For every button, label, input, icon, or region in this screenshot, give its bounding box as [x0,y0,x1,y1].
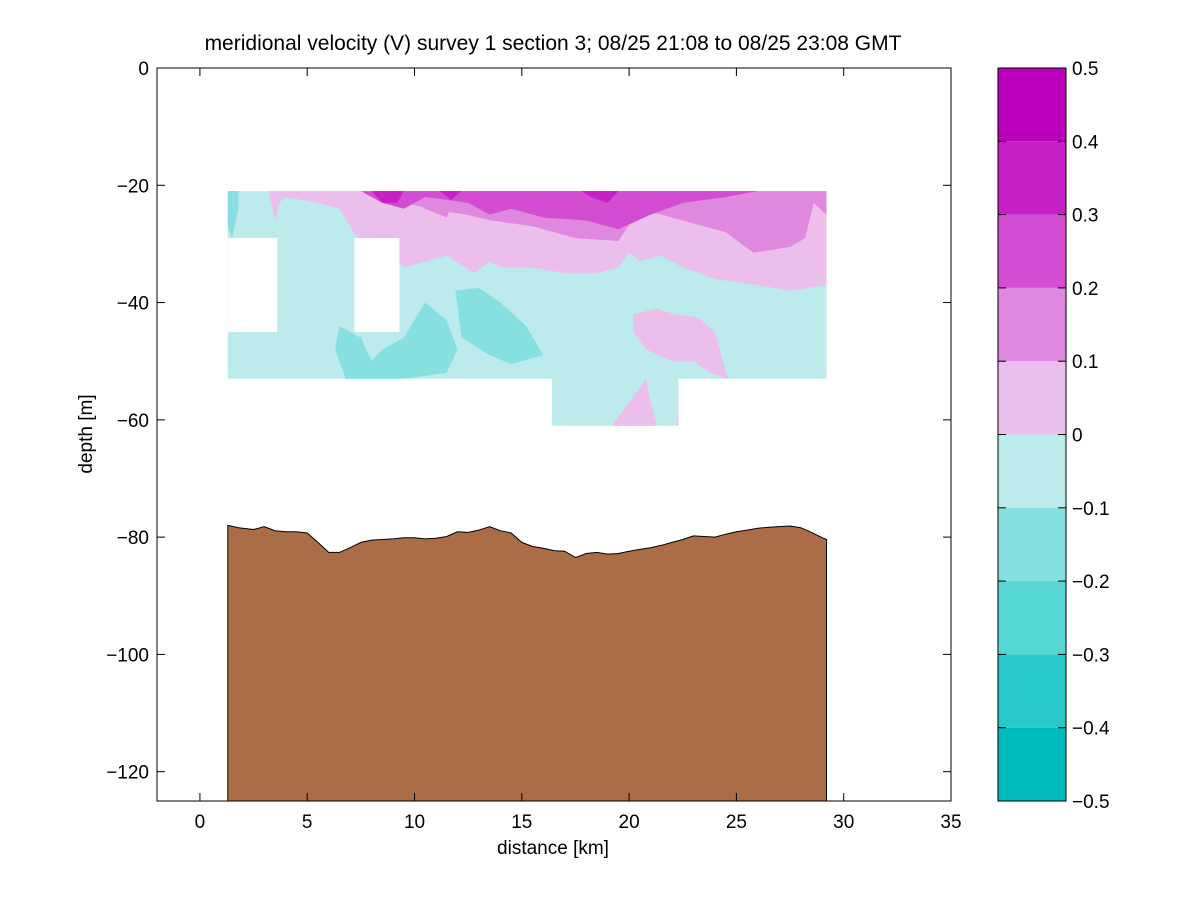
y-tick-label: −40 [117,294,149,315]
colorbar-band-7 [998,581,1066,655]
colorbar-tick-label: 0 [1072,426,1083,447]
colorbar-tick-label: −0.4 [1072,719,1110,740]
colorbar-band-6 [998,507,1066,582]
contour-region-5 [371,191,404,203]
contour-region-4 [360,191,758,230]
colorbar-tick-label: −0.3 [1072,645,1110,666]
no-data-mask-1 [354,238,400,332]
colorbar-band-4 [998,361,1066,435]
colorbar-tick-label: −0.5 [1072,792,1110,813]
colorbar-tick-label: −0.2 [1072,572,1110,593]
y-axis: 0 −20 −40 −60 −80 −100 −120 [106,59,951,784]
colorbar-band-8 [998,654,1066,728]
colorbar-band-5 [998,434,1066,508]
contour-region-9 [611,378,657,426]
x-tick-label: 10 [404,812,425,833]
colorbar-tick-label: 0.4 [1072,132,1099,153]
colorbar-tick-label: −0.1 [1072,499,1110,520]
mask-layer [227,238,400,332]
x-tick-label: 30 [833,812,854,833]
colorbar-tick-label: 0.5 [1072,59,1098,80]
y-tick-label: −100 [106,645,149,666]
x-tick-label: 20 [619,812,640,833]
y-tick-label: −120 [106,763,149,784]
colorbar-band-0 [998,68,1066,142]
x-axis: 0 5 10 15 20 25 30 35 [195,68,962,833]
colorbar-band-9 [998,727,1066,801]
y-tick-label: −80 [117,528,149,549]
x-tick-label: 5 [302,812,313,833]
colorbar-band-3 [998,287,1066,362]
chart-title: meridional velocity (V) survey 1 section… [205,32,902,55]
y-tick-label: 0 [138,59,149,80]
contour-region-6 [440,191,462,200]
colorbar-tick-label: 0.1 [1072,352,1098,373]
contour-region-8 [633,308,728,379]
x-tick-label: 25 [726,812,747,833]
contour-region-13 [455,287,544,365]
x-tick-label: 35 [940,812,961,833]
y-tick-label: −60 [117,411,149,432]
y-tick-label: −20 [117,176,149,197]
x-tick-label: 0 [195,812,206,833]
contour-region-7 [581,191,619,203]
seafloor-bathymetry [227,524,827,802]
colorbar-bands [998,68,1066,801]
contour-region-10 [676,414,679,426]
colorbar-tick-label: 0.3 [1072,206,1098,227]
colorbar-tick-label: 0.2 [1072,279,1098,300]
y-axis-label: depth [m] [76,394,97,473]
plot-area: 0 5 10 15 20 25 30 35 0 −20 −40 −60 −80 −100 −120 [106,59,961,833]
colorbar-band-1 [998,141,1066,215]
x-tick-label: 15 [511,812,532,833]
contour-region-11 [227,191,239,239]
axes-frame [156,67,952,802]
x-axis-label: distance [km] [497,838,609,859]
colorbar: 0.5 0.4 0.3 0.2 0.1 0 −0.1 −0.2 −0.3 −0.4 −0.5 [997,59,1110,813]
seafloor-layer [227,524,827,802]
contour-region-12 [335,302,458,379]
no-data-mask-0 [227,238,278,332]
colorbar-ticks: 0.5 0.4 0.3 0.2 0.1 0 −0.1 −0.2 −0.3 −0.4 −0.5 [998,59,1110,813]
colorbar-band-2 [998,214,1066,288]
